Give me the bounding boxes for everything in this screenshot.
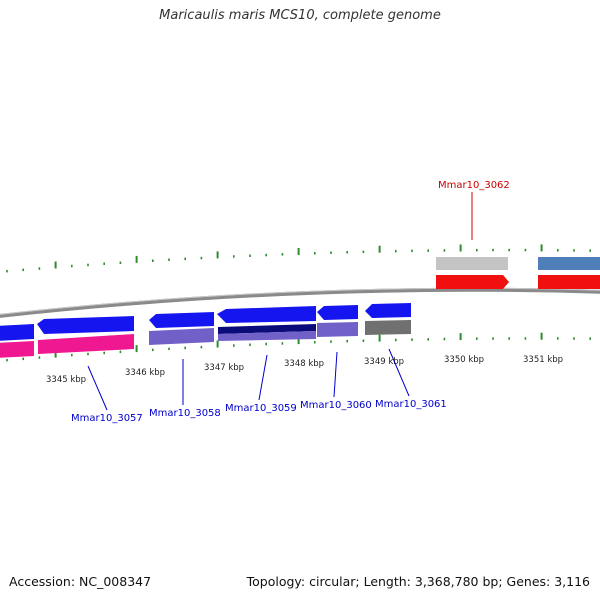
gene-label-mmar10-3062[interactable]: Mmar10_3062 bbox=[438, 180, 510, 191]
upper-scale-ticks bbox=[6, 244, 592, 273]
kbp-label: 3348 kbp bbox=[284, 359, 324, 369]
lower-scale-ticks bbox=[6, 332, 592, 362]
gene-arrow[interactable] bbox=[365, 303, 411, 318]
genome-backbone bbox=[0, 287, 600, 318]
kbp-label: 3345 kbp bbox=[46, 375, 86, 385]
gene-arrow[interactable] bbox=[38, 334, 134, 354]
leader-line bbox=[258, 354, 268, 401]
genome-backbone-highlight bbox=[0, 287, 600, 315]
gene-label-mmar10-3061[interactable]: Mmar10_3061 bbox=[375, 399, 447, 410]
gene-arrow[interactable] bbox=[317, 322, 358, 337]
lower-gene-row bbox=[0, 275, 600, 358]
gene-arrow[interactable] bbox=[436, 275, 509, 289]
gene-label-mmar10-3059[interactable]: Mmar10_3059 bbox=[225, 403, 297, 414]
kbp-scale-labels: 3345 kbp 3346 kbp 3347 kbp 3348 kbp 3349… bbox=[46, 355, 563, 385]
leader-line bbox=[333, 351, 338, 398]
gene-arrow[interactable] bbox=[0, 324, 34, 341]
leader-line bbox=[388, 348, 410, 397]
gene-arrow[interactable] bbox=[218, 324, 316, 334]
kbp-label: 3350 kbp bbox=[444, 355, 484, 365]
gene-label-mmar10-3060[interactable]: Mmar10_3060 bbox=[300, 400, 372, 411]
gene-arrow[interactable] bbox=[217, 306, 316, 323]
gene-arrow[interactable] bbox=[218, 331, 316, 341]
gene-arrow[interactable] bbox=[149, 328, 214, 345]
gene-arrow[interactable] bbox=[37, 316, 134, 334]
kbp-label: 3346 kbp bbox=[125, 368, 165, 378]
gene-arrow[interactable] bbox=[0, 341, 34, 358]
gene-arrow[interactable] bbox=[365, 320, 411, 335]
gene-label-leaders bbox=[87, 192, 473, 411]
gene-arrow[interactable] bbox=[436, 257, 508, 270]
gene-label-mmar10-3058[interactable]: Mmar10_3058 bbox=[149, 408, 221, 419]
leader-line bbox=[87, 365, 108, 411]
genome-summary-text: Topology: circular; Length: 3,368,780 bp… bbox=[246, 574, 590, 589]
gene-arrow[interactable] bbox=[149, 312, 214, 328]
gene-arrow[interactable] bbox=[538, 275, 600, 289]
gene-arrow[interactable] bbox=[317, 305, 358, 320]
kbp-label: 3351 kbp bbox=[523, 355, 563, 365]
upper-gene-row bbox=[0, 257, 600, 341]
gene-label-mmar10-3057[interactable]: Mmar10_3057 bbox=[71, 413, 143, 424]
accession-text: Accession: NC_008347 bbox=[9, 574, 152, 589]
gene-arrow[interactable] bbox=[538, 257, 600, 270]
genome-title: Maricaulis maris MCS10, complete genome bbox=[159, 8, 441, 23]
gene-labels: Mmar10_3057 Mmar10_3058 Mmar10_3059 Mmar… bbox=[71, 180, 510, 424]
kbp-label: 3347 kbp bbox=[204, 363, 244, 373]
kbp-label: 3349 kbp bbox=[364, 357, 404, 367]
